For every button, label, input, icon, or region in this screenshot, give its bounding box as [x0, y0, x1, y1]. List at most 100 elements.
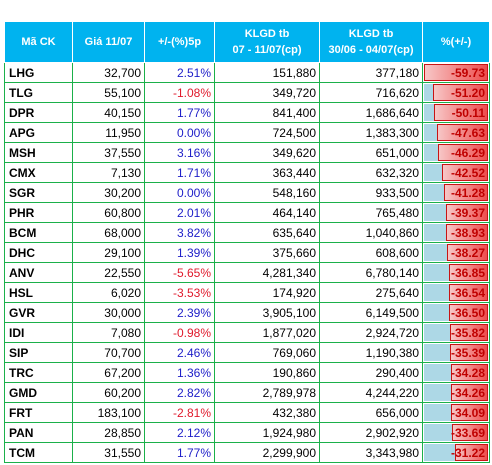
pct-bar-label: -51.20: [450, 86, 485, 100]
pct-bar-fill: [451, 384, 488, 401]
stock-volume-table: Mã CK Giá 11/07 +/-(%)5p KLGD tb 07 - 11…: [4, 21, 490, 463]
table-row: PAN 28,850 2.12% 1,924,980 2,902,920 -33.69: [4, 422, 490, 443]
pct-bar-track: -46.29: [424, 144, 488, 161]
cell-volume-previous: 2,902,920: [319, 422, 423, 443]
header-code: Mã CK: [4, 21, 73, 63]
header-row: Mã CK Giá 11/07 +/-(%)5p KLGD tb 07 - 11…: [4, 21, 490, 63]
pct-bar-track: -34.09: [424, 404, 488, 421]
pct-bar-track: -34.26: [424, 384, 488, 401]
pct-bar-label: -38.93: [450, 226, 485, 240]
cell-pct: -59.73: [422, 62, 490, 83]
table-row: LHG 32,700 2.51% 151,880 377,180 -59.73: [4, 62, 490, 83]
cell-change: 2.82%: [144, 382, 215, 403]
cell-volume-previous: 377,180: [319, 62, 423, 83]
pct-bar-fill: [448, 304, 488, 321]
pct-bar-fill: [442, 164, 488, 181]
pct-bar-fill: [449, 324, 488, 341]
pct-bar-label: -41.28: [450, 186, 485, 200]
cell-pct: -50.11: [422, 102, 490, 123]
cell-pct: -46.29: [422, 142, 490, 163]
cell-volume-current: 151,880: [214, 62, 320, 83]
pct-bar-label: -59.73: [450, 66, 485, 80]
cell-volume-current: 1,924,980: [214, 422, 320, 443]
cell-change: 2.01%: [144, 202, 215, 223]
cell-code: DHC: [4, 242, 73, 263]
pct-bar-fill: [433, 84, 488, 101]
pct-bar-fill: [443, 184, 488, 201]
cell-pct: -34.28: [422, 362, 490, 383]
cell-code: PAN: [4, 422, 73, 443]
cell-volume-current: 4,281,340: [214, 262, 320, 283]
cell-change: 1.39%: [144, 242, 215, 263]
cell-price: 37,550: [72, 142, 145, 163]
cell-pct: -51.20: [422, 82, 490, 103]
cell-change: 0.00%: [144, 182, 215, 203]
cell-volume-previous: 6,149,500: [319, 302, 423, 323]
cell-change: 2.51%: [144, 62, 215, 83]
header-volume-current-line1: KLGD tb: [244, 28, 290, 40]
cell-volume-current: 464,140: [214, 202, 320, 223]
cell-volume-previous: 3,343,980: [319, 442, 423, 463]
table-row: APG 11,950 0.00% 724,500 1,383,300 -47.63: [4, 122, 490, 143]
cell-code: PHR: [4, 202, 73, 223]
pct-bar-fill: [434, 104, 488, 121]
pct-bar-label: -42.52: [450, 166, 485, 180]
cell-code: TRC: [4, 362, 73, 383]
cell-volume-previous: 2,924,720: [319, 322, 423, 343]
cell-change: -2.81%: [144, 402, 215, 423]
cell-pct: -34.09: [422, 402, 490, 423]
cell-volume-previous: 632,320: [319, 162, 423, 183]
pct-bar-label: -46.29: [450, 146, 485, 160]
pct-bar-track: -38.93: [424, 224, 488, 241]
cell-change: -1.08%: [144, 82, 215, 103]
cell-volume-current: 349,720: [214, 82, 320, 103]
table-row: DPR 40,150 1.77% 841,400 1,686,640 -50.11: [4, 102, 490, 123]
pct-bar-track: -59.73: [424, 64, 488, 81]
cell-price: 32,700: [72, 62, 145, 83]
cell-volume-previous: 933,500: [319, 182, 423, 203]
header-volume-current: KLGD tb 07 - 11/07(cp): [214, 21, 320, 63]
cell-pct: -33.69: [422, 422, 490, 443]
pct-bar-fill: [448, 264, 488, 281]
pct-bar-track: -51.20: [424, 84, 488, 101]
pct-bar-label: -34.28: [450, 366, 485, 380]
pct-bar-fill: [446, 224, 488, 241]
pct-bar-fill: [451, 424, 488, 441]
cell-volume-current: 375,660: [214, 242, 320, 263]
cell-code: BCM: [4, 222, 73, 243]
pct-bar-track: -34.28: [424, 364, 488, 381]
cell-pct: -35.39: [422, 342, 490, 363]
pct-bar-track: -39.37: [424, 204, 488, 221]
cell-price: 183,100: [72, 402, 145, 423]
cell-volume-previous: 651,000: [319, 142, 423, 163]
cell-pct: -36.50: [422, 302, 490, 323]
cell-price: 60,800: [72, 202, 145, 223]
cell-volume-current: 2,789,978: [214, 382, 320, 403]
cell-change: 3.16%: [144, 142, 215, 163]
cell-volume-current: 841,400: [214, 102, 320, 123]
cell-price: 22,550: [72, 262, 145, 283]
cell-pct: -36.85: [422, 262, 490, 283]
cell-price: 28,850: [72, 422, 145, 443]
cell-volume-current: 190,860: [214, 362, 320, 383]
cell-volume-previous: 4,244,220: [319, 382, 423, 403]
cell-code: ANV: [4, 262, 73, 283]
cell-price: 30,000: [72, 302, 145, 323]
cell-volume-current: 769,060: [214, 342, 320, 363]
cell-change: 1.36%: [144, 362, 215, 383]
cell-code: HSL: [4, 282, 73, 303]
cell-price: 7,080: [72, 322, 145, 343]
cell-price: 68,000: [72, 222, 145, 243]
cell-change: -0.98%: [144, 322, 215, 343]
cell-code: APG: [4, 122, 73, 143]
table-row: HSL 6,020 -3.53% 174,920 275,640 -36.54: [4, 282, 490, 303]
cell-pct: -42.52: [422, 162, 490, 183]
table-row: TLG 55,100 -1.08% 349,720 716,620 -51.20: [4, 82, 490, 103]
cell-pct: -38.27: [422, 242, 490, 263]
pct-bar-label: -36.54: [450, 286, 485, 300]
pct-bar-track: -41.28: [424, 184, 488, 201]
cell-code: SGR: [4, 182, 73, 203]
cell-pct: -47.63: [422, 122, 490, 143]
pct-bar-fill: [451, 404, 488, 421]
pct-bar-label: -50.11: [451, 106, 485, 120]
